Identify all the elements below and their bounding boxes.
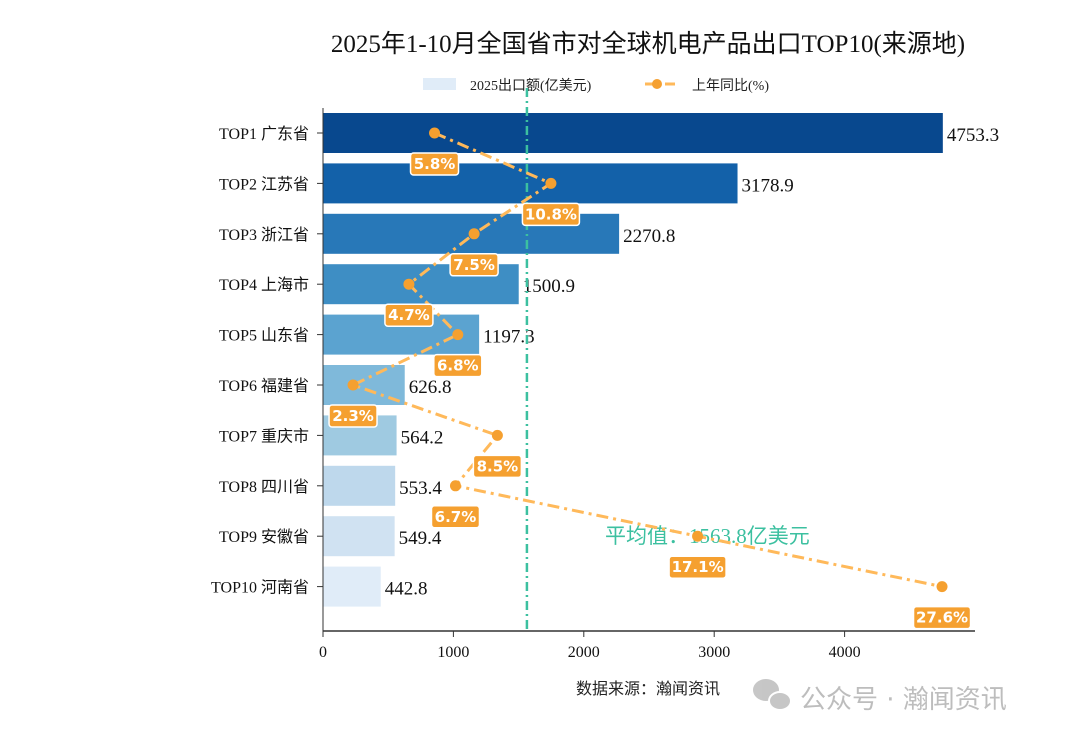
yoy-marker [449,480,461,492]
watermark: 公众号 · 瀚闻资讯 [753,679,1007,715]
yoy-value-label: 17.1% [672,558,724,576]
yoy-label-box [521,202,581,227]
yoy-label-box [472,454,523,479]
y-tick-label: TOP1 广东省 [219,125,309,143]
wechat-icon [753,679,792,711]
yoy-label-box [433,353,483,378]
yoy-marker [692,530,704,542]
y-tick-label: TOP8 四川省 [219,478,309,496]
yoy-label-box [430,505,481,529]
bar-value-label: 549.4 [399,528,442,549]
yoy-marker [452,329,464,341]
yoy-line [349,131,943,589]
y-tick-label: TOP3 浙江省 [219,226,309,244]
yoy-value-label: 7.5% [453,256,495,274]
yoy-label-box [668,555,727,579]
bar-value-label: 2270.8 [623,226,675,247]
y-tick-label: TOP4 上海市 [219,276,309,294]
yoy-marker [347,379,359,391]
x-tick-label: 3000 [698,644,730,661]
yoy-value-label: 27.6% [916,609,968,627]
yoy-label-box [449,253,499,277]
mean-label: 平均值：1563.8亿美元 [605,524,810,548]
yoy-marker [403,278,415,290]
yoy-value-label: 8.5% [477,457,519,475]
yoy-label-box [384,303,434,327]
y-tick-label: TOP5 山东省 [219,327,309,345]
bar-value-label: 4753.3 [947,125,999,146]
y-tick-label: TOP10 河南省 [211,579,309,597]
bar-value-label: 442.8 [385,579,428,600]
yoy-label-box [912,605,972,630]
y-tick-label: TOP9 安徽省 [219,528,309,546]
y-tick-label: TOP7 重庆市 [219,427,309,445]
x-tick-label: 0 [319,644,327,661]
bar-value-label: 564.2 [401,427,444,448]
yoy-value-label: 5.8% [414,155,456,173]
bar [323,113,943,153]
legend-swatch-bar [423,78,456,90]
bar [323,566,381,607]
y-tick-label: TOP6 福建省 [219,377,309,395]
yoy-value-label: 4.7% [388,306,430,324]
x-tick-label: 2000 [568,644,600,661]
yoy-marker [468,228,480,240]
watermark-text: 公众号 · 瀚闻资讯 [800,685,1007,715]
bar-value-label: 553.4 [399,478,442,499]
x-tick-label: 1000 [437,644,469,661]
legend-label-line: 上年同比(%) [692,78,769,94]
yoy-marker [429,127,441,139]
yoy-value-label: 2.3% [332,407,374,425]
legend-marker [652,79,662,89]
y-tick-label: TOP2 江苏省 [219,175,309,193]
legend-label-bar: 2025出口额(亿美元) [470,78,592,94]
yoy-label-box [328,404,378,428]
yoy-value-label: 6.7% [435,508,477,526]
yoy-marker [491,429,503,441]
legend: 2025出口额(亿美元) 上年同比(%) [423,78,769,94]
yoy-marker [545,177,557,189]
source-note: 数据来源：瀚闻资讯 [576,680,720,698]
yoy-value-label: 10.8% [525,205,577,223]
yoy-label-box [409,152,460,176]
bar-value-label: 1500.9 [523,276,575,297]
bar [323,465,396,506]
chart-title: 2025年1-10月全国省市对全球机电产品出口TOP10(来源地) [331,30,965,58]
x-tick-label: 4000 [829,644,861,661]
bar [323,516,395,557]
bar-value-label: 1197.3 [483,327,535,348]
yoy-value-label: 6.8% [437,357,479,375]
yoy-marker [936,581,948,593]
bar-value-label: 3178.9 [742,175,794,196]
bar-value-label: 626.8 [409,377,452,398]
